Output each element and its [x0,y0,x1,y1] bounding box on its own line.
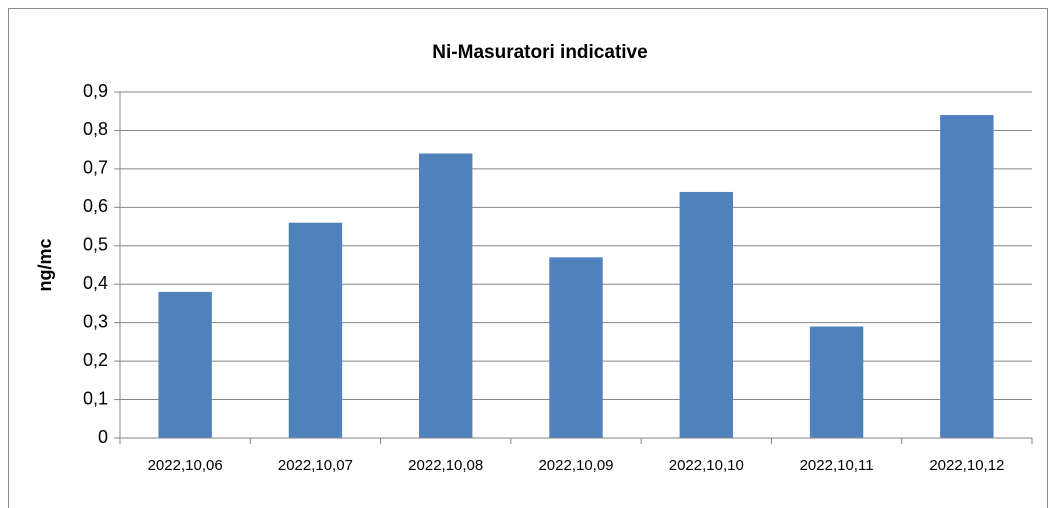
y-tick-label: 0,2 [83,350,108,370]
x-tick-label: 2022,10,08 [408,457,483,474]
bar [419,153,473,438]
chart-title: Ni-Masuratori indicative [432,42,647,63]
y-tick-label: 0,1 [83,388,108,408]
bar [549,257,603,438]
x-tick-label: 2022,10,11 [800,457,874,474]
y-tick-label: 0,5 [83,235,108,255]
x-tick-label: 2022,10,06 [148,457,223,474]
bar [158,291,212,438]
bar [940,115,994,439]
y-tick-label: 0,8 [83,119,108,139]
y-tick-label: 0 [98,427,108,447]
x-tick-label: 2022,10,09 [538,457,613,474]
y-axis-label: ng/mc [35,238,55,291]
y-tick-label: 0,7 [83,158,108,178]
bar [288,222,343,438]
x-tick-label: 2022,10,10 [669,457,744,474]
y-tick-label: 0,6 [83,196,108,216]
y-tick-label: 0,9 [83,81,108,101]
x-tick-label: 2022,10,07 [278,457,353,474]
y-tick-label: 0,3 [83,311,108,331]
bar [809,326,864,438]
x-tick-label: 2022,10,12 [929,457,1004,474]
bar [679,191,733,438]
y-tick-label: 0,4 [83,273,108,293]
